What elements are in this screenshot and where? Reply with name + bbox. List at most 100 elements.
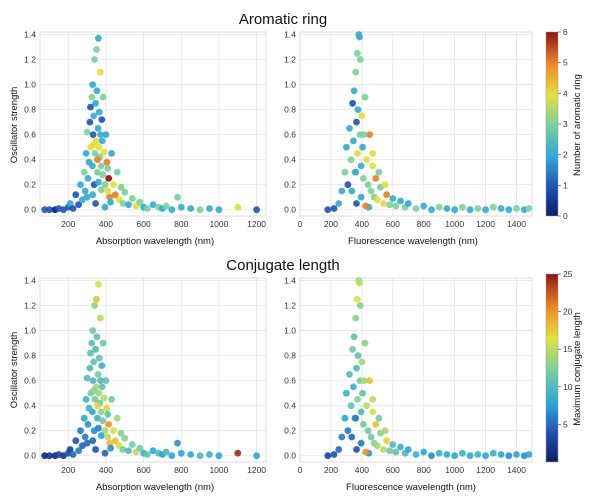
scatter-point	[94, 156, 101, 164]
x-tick-label: 600	[386, 465, 400, 475]
scatter-point	[97, 377, 104, 384]
scatter-point	[383, 191, 390, 199]
y-tick-label: 1.0	[284, 80, 296, 90]
scatter-point	[113, 168, 121, 176]
scatter-point	[84, 175, 92, 182]
x-tick-label: 1200	[476, 219, 495, 229]
scatter-point	[505, 206, 513, 214]
scatter-point	[117, 183, 125, 191]
x-tick-label: 800	[174, 219, 188, 229]
scatter-point	[90, 141, 98, 149]
scatter-point	[89, 191, 97, 199]
scatter-point	[350, 383, 357, 391]
scatter-point	[95, 280, 102, 288]
x-tick-label: 1200	[247, 219, 266, 229]
scatter-point	[482, 452, 489, 460]
scatter-point	[443, 205, 451, 212]
scatter-point	[104, 165, 112, 172]
x-tick-label: 600	[136, 219, 150, 229]
scatter-point	[101, 181, 109, 189]
scatter-point	[89, 81, 97, 88]
scatter-point	[82, 396, 90, 403]
scatter-point	[466, 452, 474, 460]
y-tick-label: 0.6	[284, 376, 296, 386]
x-tick-label: 800	[174, 465, 188, 475]
y-tick-label: 0.8	[284, 105, 296, 115]
scatter-point	[375, 414, 383, 422]
colorbar-tick-label: 1	[563, 180, 568, 190]
colorbar-conjugate-length: 5 10 15 20 25	[545, 269, 573, 463]
scatter-point	[389, 441, 397, 448]
scatter-point	[353, 118, 360, 126]
scatter-point	[372, 175, 380, 182]
scatter-point	[353, 364, 360, 372]
scatter-point	[330, 205, 338, 212]
scatter-point	[69, 205, 77, 212]
scatter-point	[367, 187, 375, 195]
scatter-panel-fluorescence-conjugate: 0 200 400 600 800 1000 1200 1400 0.0 0.2 0.4 0.6 0.8…	[284, 276, 533, 475]
scatter-point	[72, 191, 80, 199]
scatter-point	[389, 195, 397, 202]
scatter-point	[94, 371, 102, 378]
scatter-point	[362, 448, 370, 456]
scatter-point	[103, 404, 111, 412]
scatter-point	[128, 441, 136, 448]
scatter-point	[46, 206, 53, 214]
scatter-point	[350, 137, 357, 145]
scatter-point	[95, 143, 103, 151]
scatter-point	[101, 427, 109, 435]
scatter-point	[94, 124, 102, 132]
scatter-point	[513, 451, 520, 458]
x-tick-label: 1200	[476, 465, 495, 475]
y-tick-label: 0.2	[284, 180, 296, 190]
scatter-point	[143, 205, 151, 212]
scatter-point	[168, 206, 176, 214]
scatter-point	[82, 150, 90, 157]
scatter-point	[489, 449, 497, 457]
scatter-point	[349, 99, 356, 107]
x-tick-label: 200	[324, 219, 338, 229]
xlabel-absorption-top: Absorption wavelength (nm)	[96, 236, 214, 247]
scatter-point	[117, 429, 125, 437]
scatter-point	[89, 408, 96, 416]
scatter-point	[373, 442, 381, 450]
scatter-point	[383, 437, 390, 445]
scatter-point	[149, 201, 157, 209]
scatter-point	[92, 99, 99, 107]
plot-frame	[299, 31, 533, 217]
scatter-point	[89, 327, 97, 334]
scatter-point	[87, 349, 94, 357]
scatter-point	[341, 168, 349, 176]
scatter-point	[404, 200, 412, 207]
scatter-point	[93, 46, 100, 53]
scatter-point	[72, 437, 80, 445]
scatter-point	[344, 427, 352, 435]
scatter-point	[97, 408, 105, 416]
scatter-point	[234, 203, 242, 211]
scatter-point	[497, 451, 505, 458]
y-tick-label: 1.2	[24, 55, 36, 65]
scatter-point	[397, 443, 404, 451]
colorbar-tick-label: 6	[563, 27, 568, 37]
scatter-point	[360, 421, 367, 428]
scatter-point	[366, 377, 373, 384]
scatter-point	[121, 188, 129, 196]
scatter-point	[95, 424, 102, 432]
scatter-point	[380, 200, 387, 207]
scatter-point	[90, 387, 98, 395]
y-tick-label: 0.0	[284, 451, 296, 461]
scatter-point	[97, 432, 105, 440]
scatter-point	[119, 200, 127, 207]
y-tick-label: 0.4	[284, 401, 296, 411]
colorbar-gradient	[545, 31, 559, 217]
scatter-point	[357, 408, 365, 416]
scatter-point	[366, 131, 373, 139]
x-tick-label: 800	[417, 219, 431, 229]
scatter-point	[66, 200, 74, 207]
scatter-point	[335, 446, 343, 453]
scatter-point	[435, 203, 443, 211]
y-tick-label: 0.2	[24, 180, 36, 190]
y-tick-label: 1.2	[284, 301, 296, 311]
colorbar-tick-label: 5	[563, 58, 568, 68]
y-tick-label: 0.6	[24, 376, 36, 386]
